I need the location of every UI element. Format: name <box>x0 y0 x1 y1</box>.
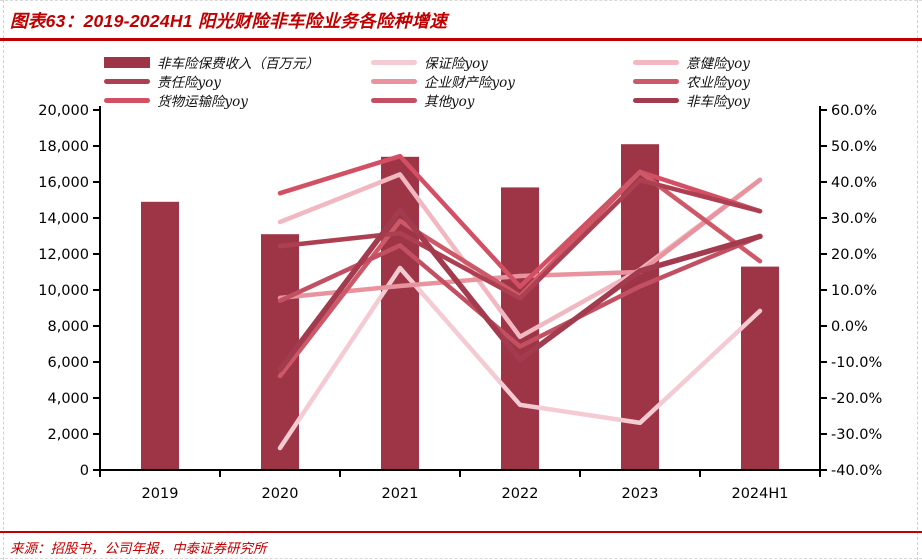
legend-item: 其他yoy <box>371 92 475 110</box>
right-axis-label: 0.0% <box>831 319 868 335</box>
right-axis-label: 60.0% <box>831 103 877 119</box>
right-axis-label: 50.0% <box>831 139 877 155</box>
legend-label: 意健险yoy <box>686 56 750 72</box>
left-axis-label: 18,000 <box>38 139 89 155</box>
right-axis-label: 10.0% <box>831 283 877 299</box>
legend-item: 责任险yoy <box>104 73 221 91</box>
legend-label: 保证险yoy <box>424 56 488 72</box>
left-axis-label: 14,000 <box>38 211 89 227</box>
legend-item: 企业财产险yoy <box>371 73 515 91</box>
right-axis-label: -20.0% <box>831 391 882 407</box>
x-axis-label: 2022 <box>502 486 539 502</box>
legend-label: 货物运输险yoy <box>157 94 248 110</box>
line-series <box>277 177 763 301</box>
source-note: 来源：招股书，公司年报，中泰证券研究所 <box>10 541 267 557</box>
legend-bar-swatch <box>104 56 150 68</box>
legend-line-swatch <box>104 78 150 84</box>
figure-title: 图表63：2019-2024H1 阳光财险非车险业务各险种增速 <box>10 11 448 31</box>
line-series <box>277 265 763 451</box>
legend-item: 保证险yoy <box>371 54 488 72</box>
legend-line-swatch <box>633 97 679 103</box>
legend-item: 非车险yoy <box>633 92 750 110</box>
legend-item: 货物运输险yoy <box>104 92 248 110</box>
legend-line-swatch <box>104 97 150 103</box>
legend-item: 非车险保费收入（百万元） <box>104 54 319 72</box>
legend-label: 责任险yoy <box>157 75 221 91</box>
bars-group <box>141 144 779 471</box>
x-axis-label: 2021 <box>382 486 419 502</box>
left-axis-label: 16,000 <box>38 175 89 191</box>
bar <box>141 201 179 471</box>
legend-item: 农业险yoy <box>633 73 750 91</box>
line-series <box>277 153 763 290</box>
right-axis-label: 30.0% <box>831 211 877 227</box>
legend-line-swatch <box>633 59 679 65</box>
bar <box>381 156 419 471</box>
page-border-left <box>3 0 4 560</box>
left-axis-label: 6,000 <box>47 355 89 371</box>
legend-line-swatch <box>371 59 417 65</box>
line-series <box>277 177 763 301</box>
right-axis-label: -40.0% <box>831 463 882 479</box>
x-axis-label: 2023 <box>622 486 659 502</box>
line-series <box>277 207 763 373</box>
right-axis-label: 20.0% <box>831 247 877 263</box>
left-axis-label: 2,000 <box>47 427 89 443</box>
page-border-right <box>917 0 918 560</box>
left-axis-label: 12,000 <box>38 247 89 263</box>
legend-label: 其他yoy <box>424 94 475 110</box>
legend-label: 非车险yoy <box>686 94 750 110</box>
source-rule <box>0 531 922 533</box>
page-border-bottom <box>0 558 922 559</box>
title-rule <box>0 38 922 41</box>
lines-group <box>277 153 763 451</box>
x-axis-label: 2024H1 <box>731 486 788 502</box>
left-axis-label: 8,000 <box>47 319 89 335</box>
page-border-top <box>0 0 922 1</box>
legend-label: 企业财产险yoy <box>424 75 515 91</box>
right-axis-label: 40.0% <box>831 175 877 191</box>
x-axis-label: 2019 <box>142 486 179 502</box>
left-axis-label: 0 <box>80 463 89 479</box>
legend-line-swatch <box>371 97 417 103</box>
legend-label: 非车险保费收入（百万元） <box>157 56 319 72</box>
right-axis-label: -10.0% <box>831 355 882 371</box>
legend-line-swatch <box>371 78 417 84</box>
legend-item: 意健险yoy <box>633 54 750 72</box>
legend-line-swatch <box>633 78 679 84</box>
left-axis-label: 20,000 <box>38 103 89 119</box>
legend-label: 农业险yoy <box>686 75 750 91</box>
bar <box>741 266 779 470</box>
left-axis-label: 10,000 <box>38 283 89 299</box>
right-axis-label: -30.0% <box>831 427 882 443</box>
left-axis-label: 4,000 <box>47 391 89 407</box>
x-axis-label: 2020 <box>262 486 299 502</box>
bar <box>621 144 659 470</box>
